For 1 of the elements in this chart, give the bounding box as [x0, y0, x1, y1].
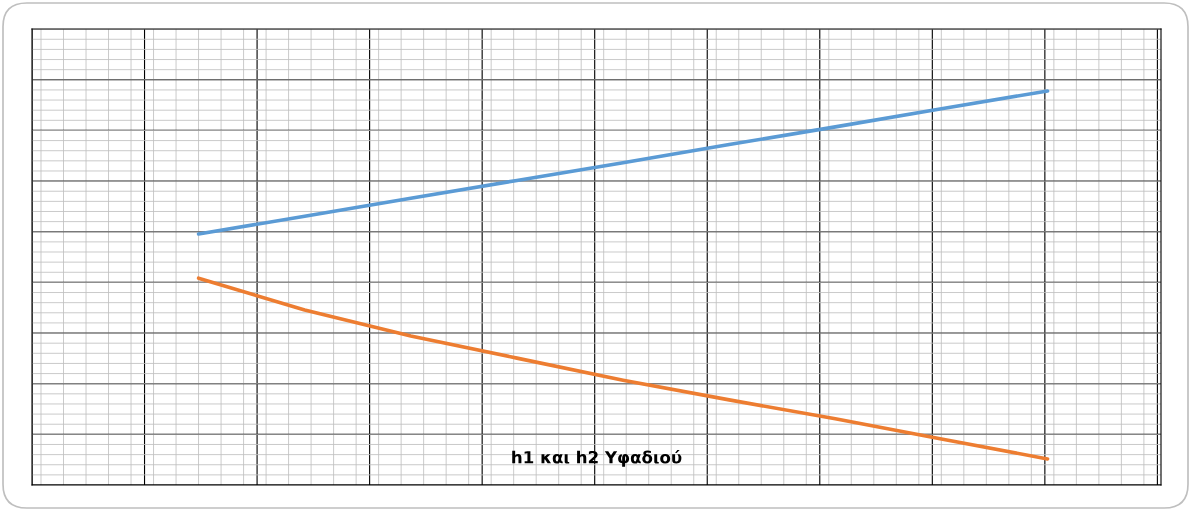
- text: h1 και h2 Υφαδιού: [512, 449, 682, 467]
